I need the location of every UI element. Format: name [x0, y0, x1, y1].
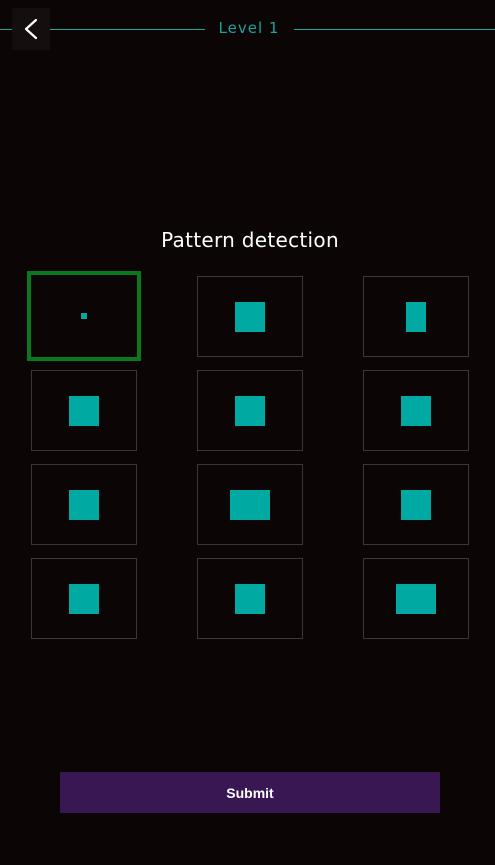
pattern-cell-3[interactable]	[363, 276, 469, 357]
pattern-shape	[230, 489, 270, 520]
pattern-shape	[69, 583, 99, 614]
page-title: Pattern detection	[161, 228, 339, 252]
pattern-cell-7[interactable]	[31, 464, 137, 545]
pattern-shape	[406, 301, 426, 332]
header-divider-left	[0, 29, 12, 30]
pattern-shape	[81, 313, 87, 319]
pattern-cell-2[interactable]	[197, 276, 303, 357]
pattern-shape	[235, 395, 265, 426]
pattern-cell-6[interactable]	[363, 370, 469, 451]
back-button[interactable]	[12, 8, 50, 50]
chevron-left-icon	[24, 18, 38, 40]
pattern-cell-5[interactable]	[197, 370, 303, 451]
pattern-shape	[401, 395, 431, 426]
pattern-shape	[396, 583, 436, 614]
pattern-shape	[235, 301, 265, 332]
pattern-shape	[235, 583, 265, 614]
pattern-shape	[401, 489, 431, 520]
pattern-cell-11[interactable]	[197, 558, 303, 639]
submit-button[interactable]: Submit	[60, 772, 440, 813]
header-divider-right	[294, 29, 495, 30]
header-divider-left	[50, 29, 205, 30]
pattern-cell-12[interactable]	[363, 558, 469, 639]
pattern-cell-8[interactable]	[197, 464, 303, 545]
level-title: Level 1	[218, 19, 280, 37]
pattern-cell-4[interactable]	[31, 370, 137, 451]
pattern-shape	[69, 395, 99, 426]
pattern-cell-10[interactable]	[31, 558, 137, 639]
pattern-shape	[69, 489, 99, 520]
pattern-cell-9[interactable]	[363, 464, 469, 545]
pattern-cell-1[interactable]	[27, 271, 141, 361]
